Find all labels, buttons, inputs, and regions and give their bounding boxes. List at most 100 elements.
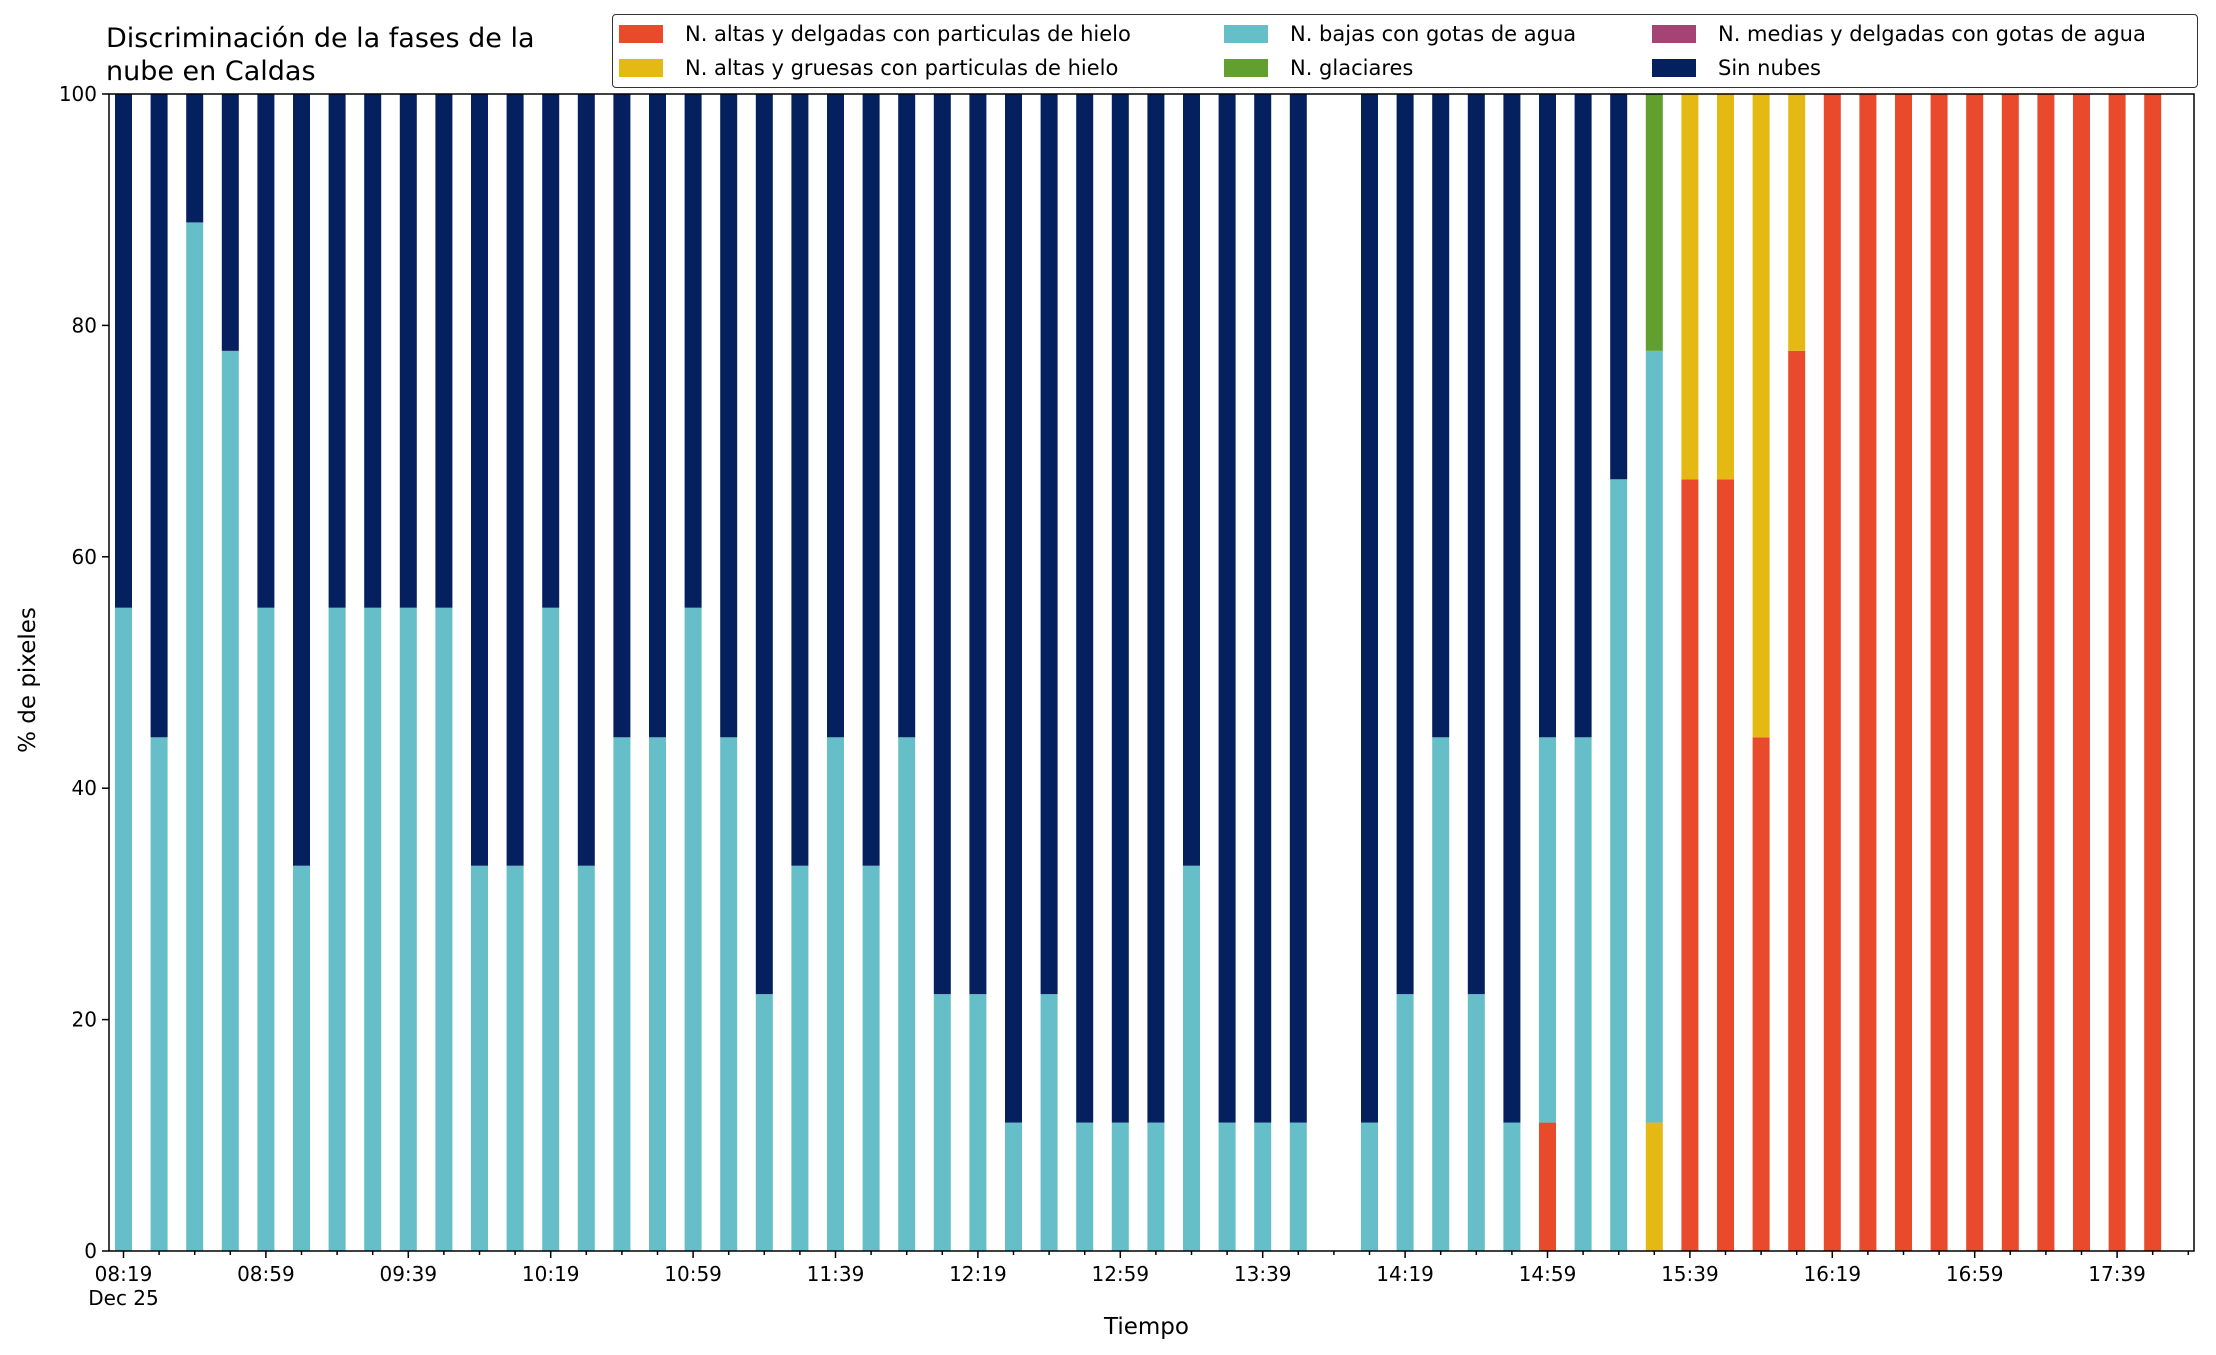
- bar-segment: [1539, 737, 1556, 1123]
- bar-segment: [1076, 94, 1094, 1123]
- x-tick-label: 16:59: [1946, 1262, 2004, 1286]
- bar-segment: [613, 737, 631, 1251]
- bar-segment: [2108, 94, 2126, 1251]
- legend-swatch: [619, 25, 663, 43]
- x-tick-label: 09:39: [379, 1262, 437, 1286]
- bar-segment: [684, 607, 702, 1251]
- bar-segment: [399, 607, 417, 1251]
- bar-segment: [1610, 94, 1628, 480]
- legend-label: Sin nubes: [1718, 56, 1821, 80]
- bar-segment: [1467, 994, 1485, 1251]
- legend-item-glaciares: N. glaciares: [1224, 53, 1413, 83]
- bar-segment: [1503, 94, 1521, 1123]
- bar-segment: [791, 94, 809, 866]
- legend-label: N. glaciares: [1290, 56, 1414, 80]
- bar-segment: [542, 94, 560, 608]
- bar-segment: [1289, 1122, 1307, 1251]
- bar-segment: [969, 994, 987, 1251]
- legend-swatch: [1224, 59, 1268, 77]
- bar-segment: [1859, 94, 1877, 1251]
- bar-segment: [1254, 1122, 1272, 1251]
- y-tick-label: 60: [72, 545, 97, 569]
- bar-segment: [293, 94, 310, 866]
- legend-item-bajas-agua: N. bajas con gotas de agua: [1224, 19, 1576, 49]
- legend-swatch: [1652, 59, 1696, 77]
- x-tick-label: 14:19: [1376, 1262, 1434, 1286]
- x-tick-label: 14:59: [1519, 1262, 1577, 1286]
- x-tick-label: Dec 25: [88, 1286, 159, 1310]
- bar-segment: [1752, 94, 1770, 738]
- bar-segment: [1788, 350, 1806, 1251]
- legend-label: N. altas y gruesas con particulas de hie…: [685, 56, 1119, 80]
- bar-segment: [720, 94, 738, 738]
- x-tick-label: 08:19: [95, 1262, 153, 1286]
- bar-segment: [933, 94, 951, 995]
- bar-segment: [1681, 94, 1699, 480]
- legend-swatch: [1224, 25, 1268, 43]
- bar-segment: [2001, 94, 2019, 1251]
- bar-segment: [1396, 994, 1414, 1251]
- bar-segment: [1467, 94, 1485, 995]
- axes-frame: [108, 93, 2195, 1252]
- bar-segment: [1752, 737, 1770, 1251]
- bar-segment: [1005, 1122, 1022, 1251]
- bar-segment: [471, 94, 488, 866]
- bar-segment: [1111, 94, 1129, 1123]
- bar-segment: [1823, 94, 1841, 1251]
- legend-swatch: [619, 59, 663, 77]
- bar-segment: [1539, 94, 1556, 738]
- x-tick-label: 12:19: [949, 1262, 1007, 1286]
- bar-segment: [364, 607, 382, 1251]
- x-tick-label: 11:39: [807, 1262, 865, 1286]
- legend-label: N. medias y delgadas con gotas de agua: [1718, 22, 2146, 46]
- bar-segment: [186, 222, 204, 1251]
- bar-segment: [150, 737, 168, 1251]
- bar-segment: [1645, 1122, 1663, 1251]
- bar-segment: [399, 94, 417, 608]
- bar-segment: [435, 607, 453, 1251]
- bar-segment: [471, 865, 488, 1251]
- bar-segment: [684, 94, 702, 608]
- bar-segment: [1183, 865, 1200, 1251]
- bar-segment: [755, 94, 773, 995]
- legend-item-sin-nubes: Sin nubes: [1652, 53, 1821, 83]
- x-tick-label: 08:59: [237, 1262, 295, 1286]
- legend-item-medias-delgadas: N. medias y delgadas con gotas de agua: [1652, 19, 2146, 49]
- bar-segment: [649, 737, 666, 1251]
- bar-segment: [898, 737, 916, 1251]
- x-tick-label: 17:39: [2088, 1262, 2146, 1286]
- bar-segment: [115, 607, 132, 1251]
- bar-segment: [827, 94, 844, 738]
- bar-segment: [1147, 1122, 1165, 1251]
- bar-segment: [542, 607, 560, 1251]
- bar-segment: [1717, 479, 1734, 1251]
- bar-segment: [1574, 94, 1592, 738]
- bar-segment: [2144, 94, 2162, 1251]
- bar-segment: [613, 94, 631, 738]
- legend-label: N. altas y delgadas con particulas de hi…: [685, 22, 1131, 46]
- bar-segment: [1574, 737, 1592, 1251]
- legend-item-altas-delgadas: N. altas y delgadas con particulas de hi…: [619, 19, 1131, 49]
- bar-segment: [862, 865, 880, 1251]
- legend-swatch: [1652, 25, 1696, 43]
- legend-label: N. bajas con gotas de agua: [1290, 22, 1577, 46]
- bar-segment: [150, 94, 168, 738]
- bar-segment: [1005, 94, 1022, 1123]
- bar-segment: [506, 94, 524, 866]
- x-tick-label: 16:19: [1803, 1262, 1861, 1286]
- bar-segment: [435, 94, 453, 608]
- bar-segment: [1717, 94, 1734, 480]
- bar-segment: [1610, 479, 1628, 1251]
- bar-segment: [328, 607, 346, 1251]
- bar-segment: [1183, 94, 1200, 866]
- bar-segment: [1147, 94, 1165, 1123]
- bar-segment: [1254, 94, 1272, 1123]
- bar-segment: [115, 94, 132, 608]
- bar-segment: [1645, 350, 1663, 1123]
- bar-segment: [1539, 1122, 1556, 1251]
- y-tick-label: 20: [72, 1008, 97, 1032]
- y-tick-label: 40: [72, 776, 97, 800]
- y-axis-label: % de pixeles: [15, 607, 41, 753]
- bar-segment: [221, 94, 239, 351]
